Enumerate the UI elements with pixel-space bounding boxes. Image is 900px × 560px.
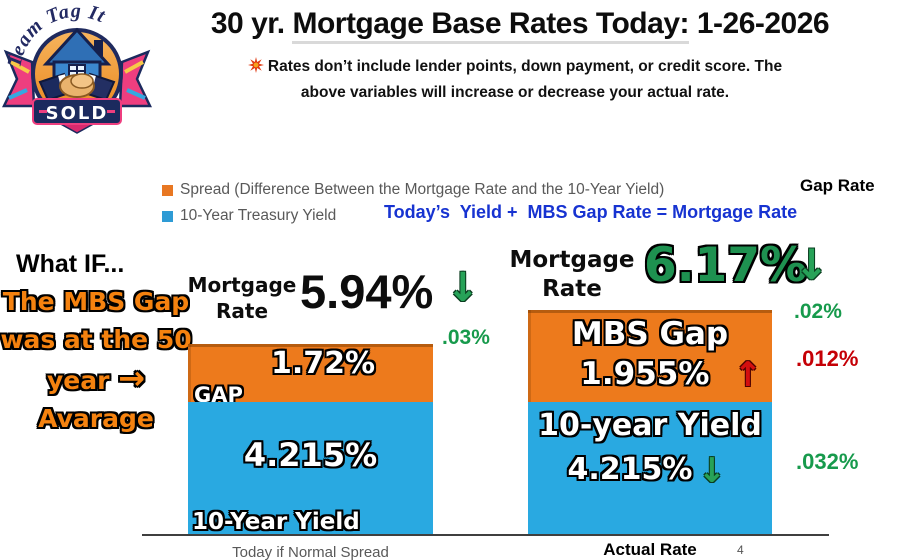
left-bar-gap-segment: 1.72% GAP [188,344,433,407]
what-if-line-1: The MBS Gap [2,287,190,316]
left-bar: 1.72% GAP 4.215% 10-Year Yield [188,344,433,536]
right-bar-header-line2: Rate [542,276,602,302]
x-axis-line [142,534,829,536]
logo-left-ribbon [2,49,36,108]
spread-swatch-icon [162,184,173,196]
left-rate-change: .03% [442,326,490,349]
what-if-line-2: was at the 50 [0,325,192,354]
disclaimer-line-2: above variables will increase or decreas… [300,84,730,101]
team-tag-it-sold-logo: SOLD Team Tag It [2,2,152,134]
legend-spread-label: Spread (Difference Between the Mortgage … [180,181,665,198]
disclaimer-line-1: Rates don’t include lender points, down … [160,54,870,80]
right-yield-change: .032% [796,449,859,474]
yield-swatch-icon [162,210,173,222]
down-arrow-icon: ↓ [697,451,727,491]
right-gap-change: .012% [796,346,859,371]
right-bar-yield-segment: 10-year Yield 4.215% ↓ [528,402,772,535]
what-if-line-4: Avarage [38,404,154,433]
right-bar-axis-label: Actual Rate [603,540,697,559]
right-bar-gap-segment: MBS Gap 1.955% ↑ [528,310,772,402]
up-arrow-icon: ↑ [733,355,763,395]
title-date: 1-26-2026 [689,7,830,40]
title-main: Mortgage Base Rates Today: [292,7,689,44]
left-yield-label: 10-Year Yield [192,509,360,535]
legend: Spread (Difference Between the Mortgage … [162,180,664,226]
logo-right-ribbon [118,49,152,108]
what-if-heading: What IF... [16,250,125,278]
sold-banner-text: SOLD [46,103,109,124]
down-arrow-icon: ↓ [794,240,830,289]
disclaimer-line-1-text: Rates don’t include lender points, down … [267,58,783,75]
right-arrow-icon: → [118,359,145,397]
left-bar-axis-label: Today if Normal Spread [232,544,389,560]
legend-item-yield: 10-Year Treasury Yield [162,206,664,226]
legend-item-spread: Spread (Difference Between the Mortgage … [162,180,664,200]
left-yield-value: 4.215% [243,436,378,474]
legend-yield-label: 10-Year Treasury Yield [180,207,337,224]
down-arrow-icon: ↓ [446,265,480,311]
left-bar-header: Mortgage Rate [183,272,301,324]
right-yield-label: 10-year Yield [538,408,762,443]
right-bar-header-line1: Mortgage [509,247,635,273]
left-bar-yield-segment: 4.215% 10-Year Yield [188,402,433,536]
right-gap-value: 1.955% [580,356,710,392]
page-title: 30 yr. Mortgage Base Rates Today: 1-26-2… [140,7,900,44]
right-rate-change: .02% [794,300,842,323]
disclaimer-text: Rates don’t include lender points, down … [160,54,870,106]
left-gap-value: 1.72% [270,346,376,381]
page-number: 4 [737,543,744,557]
what-if-note: The MBS Gap was at the 50 year → Avarage [0,283,192,438]
right-gap-label: MBS Gap [571,316,729,352]
gap-rate-column-header: Gap Rate [800,176,875,195]
what-if-line-3-text: year [47,366,110,395]
title-prefix: 30 yr. [210,7,293,40]
right-mortgage-rate-value: 6.17% [644,238,808,293]
handshake-icon [38,72,116,102]
explosion-icon [247,57,264,73]
left-bar-header-line2: Rate [215,299,269,323]
rate-formula-text: Today’s Yield + MBS Gap Rate = Mortgage … [384,202,798,222]
right-yield-value: 4.215% [567,452,693,487]
right-bar-header: Mortgage Rate [502,246,642,304]
left-bar-header-line1: Mortgage [187,273,297,297]
what-if-line-3: year → [0,359,192,400]
right-bar: MBS Gap 1.955% ↑ 10-year Yield 4.215% ↓ [528,310,772,535]
left-mortgage-rate-value: 5.94% [300,265,434,318]
sold-banner: SOLD [32,98,122,134]
